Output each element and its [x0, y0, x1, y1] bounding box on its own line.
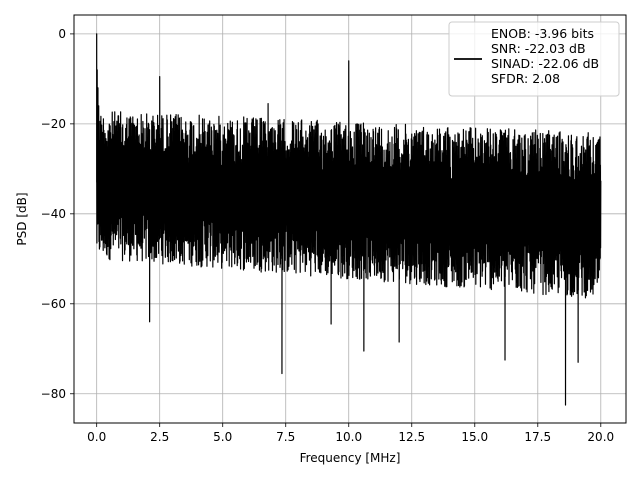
y-tick-label: −40	[41, 207, 66, 221]
legend-box	[448, 21, 620, 97]
y-tick-label: −20	[41, 117, 66, 131]
psd-trace	[96, 33, 602, 406]
legend-line-3: SINAD: -22.06 dB	[491, 56, 599, 71]
x-tick-label: 15.0	[461, 430, 488, 444]
x-axis-label: Frequency [MHz]	[300, 451, 401, 465]
x-tick-label: 17.5	[524, 430, 551, 444]
x-tick-label: 7.5	[276, 430, 295, 444]
axes-frame	[73, 14, 627, 424]
legend-line-1: ENOB: -3.96 bits	[491, 26, 594, 41]
y-tick-label: −80	[41, 387, 66, 401]
y-axis-label: PSD [dB]	[15, 192, 29, 245]
x-tick-label: 0.0	[87, 430, 106, 444]
x-tick-label: 12.5	[398, 430, 425, 444]
x-tick-label: 2.5	[150, 430, 169, 444]
legend-line-4: SFDR: 2.08	[491, 71, 560, 86]
y-tick-label: 0	[58, 27, 66, 41]
legend-line-2: SNR: -22.03 dB	[491, 41, 586, 56]
y-axis-ticks: 0 −20 −40 −60 −80	[41, 27, 74, 401]
x-tick-label: 20.0	[587, 430, 614, 444]
y-tick-label: −60	[41, 297, 66, 311]
x-tick-label: 10.0	[335, 430, 362, 444]
x-tick-label: 5.0	[213, 430, 232, 444]
plot-area	[96, 33, 602, 406]
legend: ENOB: -3.96 bits SNR: -22.03 dB SINAD: -…	[448, 21, 620, 97]
x-axis-ticks: 0.0 2.5 5.0 7.5 10.0 12.5 15.0 17.5 20.0	[87, 423, 614, 444]
